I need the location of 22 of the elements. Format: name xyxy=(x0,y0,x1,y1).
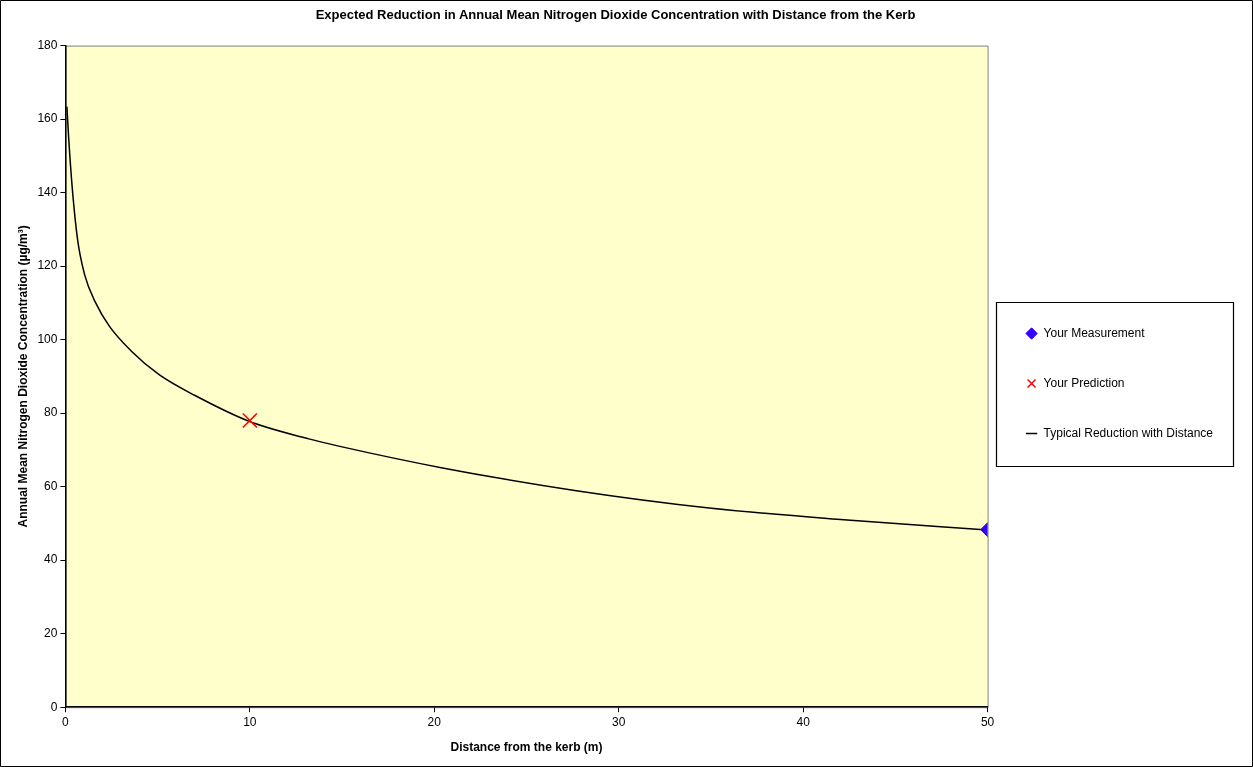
y-tick-label: 40 xyxy=(44,552,58,567)
y-tick-label: 60 xyxy=(44,478,58,493)
x-tick-label: 0 xyxy=(62,714,70,729)
legend-label: Your Prediction xyxy=(1043,375,1125,390)
x-tick-label: 40 xyxy=(796,714,811,729)
x-tick-label: 10 xyxy=(243,714,257,729)
y-tick-label: 80 xyxy=(44,405,58,420)
y-tick-label: 180 xyxy=(37,37,58,52)
y-tick-label: 160 xyxy=(37,111,58,126)
x-tick-label: 20 xyxy=(427,714,442,729)
y-tick-label: 20 xyxy=(44,626,58,640)
x-tick-label: 50 xyxy=(980,714,995,729)
y-axis-title: Annual Mean Nitrogen Dioxide Concentration (µg/m³) xyxy=(15,225,30,528)
y-tick-label: 0 xyxy=(50,699,58,714)
x-axis-title: Distance from the kerb (m) xyxy=(450,740,603,755)
y-tick-label: 120 xyxy=(37,258,58,273)
y-tick-label: 140 xyxy=(37,184,58,199)
y-tick-label: 100 xyxy=(37,331,58,346)
x-tick-label: 30 xyxy=(612,714,626,729)
chart-title: Expected Reduction in Annual Mean Nitrogen Dioxide Concentration with Distance from the Kerb xyxy=(315,7,916,23)
legend-label: Typical Reduction with Distance xyxy=(1043,425,1214,440)
legend-label: Your Measurement xyxy=(1043,325,1146,340)
